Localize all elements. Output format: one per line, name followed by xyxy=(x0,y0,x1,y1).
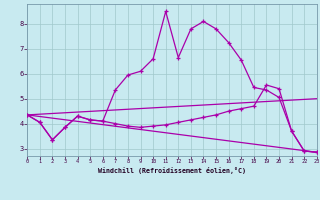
X-axis label: Windchill (Refroidissement éolien,°C): Windchill (Refroidissement éolien,°C) xyxy=(98,167,246,174)
